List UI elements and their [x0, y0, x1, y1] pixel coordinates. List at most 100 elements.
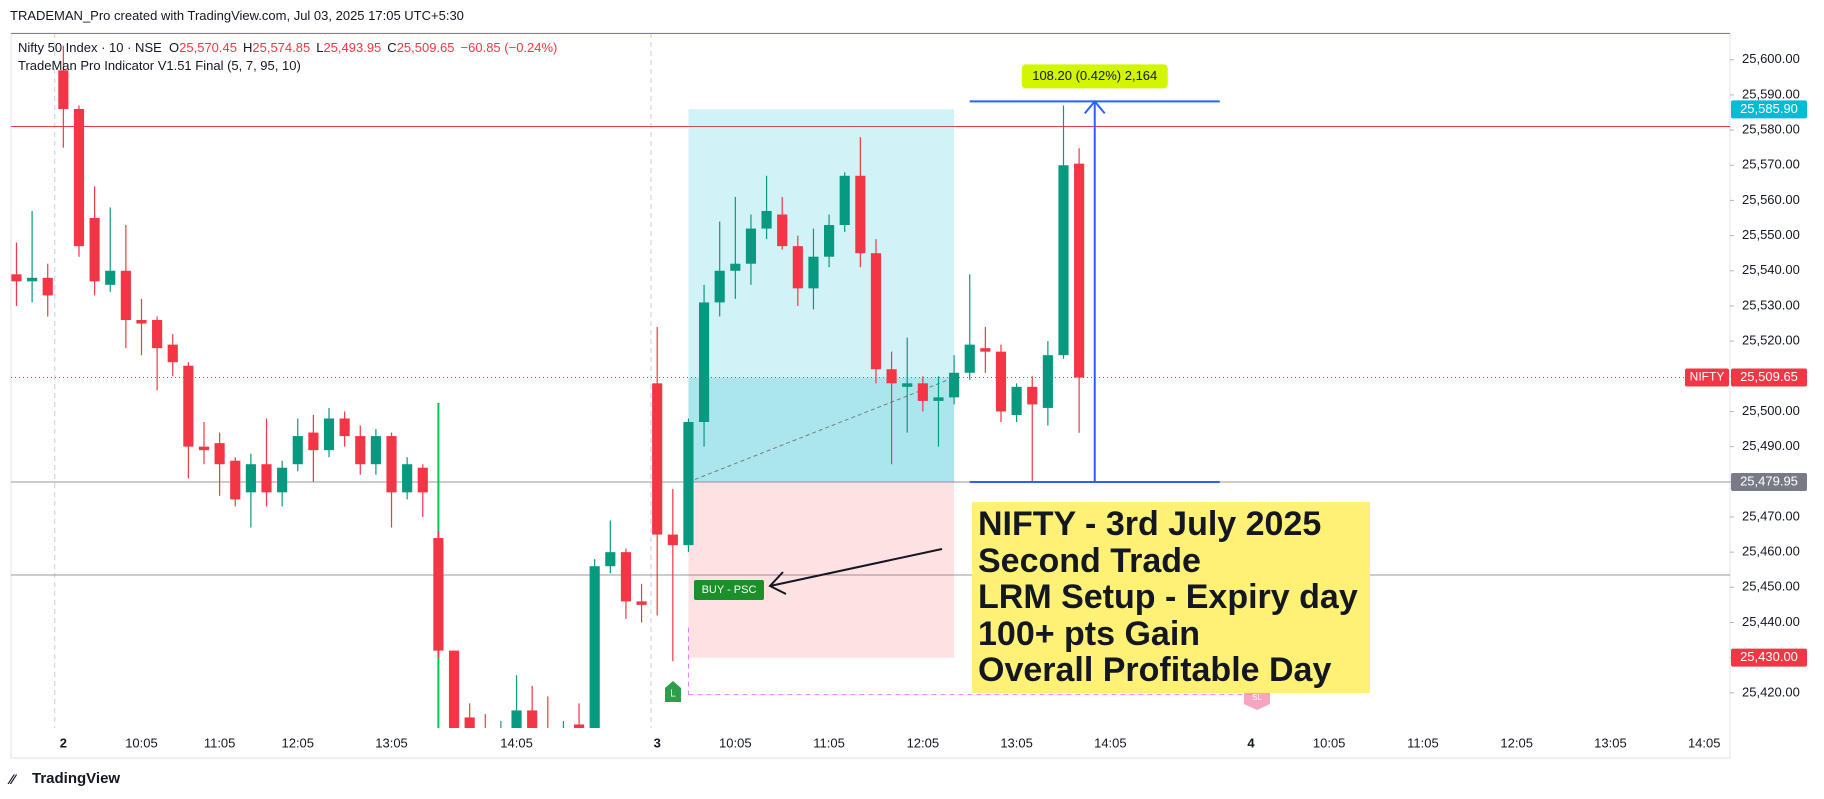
y-tick-label: 25,600.00 [1742, 51, 1800, 66]
candle-body [1042, 355, 1053, 408]
ohlc-value: 25,574.85 [252, 40, 311, 55]
candle-body [370, 436, 381, 465]
candle-body [323, 418, 335, 451]
candle-body [183, 365, 194, 447]
y-tick-label: 25,470.00 [1742, 508, 1800, 523]
legend: Nifty 50 Index · 10 · NSE O25,570.45 H25,… [18, 40, 563, 55]
candle-body [277, 467, 288, 493]
candle-body [27, 277, 38, 282]
candle-body [683, 422, 694, 546]
candle-body [89, 218, 100, 282]
x-tick-label: 2 [60, 735, 67, 750]
candle-body [652, 383, 663, 535]
ohlc-value: 25,509.65 [396, 40, 455, 55]
candle-body [620, 552, 632, 602]
x-tick-label: 10:05 [1313, 735, 1346, 750]
candle-body [730, 263, 741, 271]
candle-body [417, 467, 428, 493]
candle-body [527, 710, 538, 728]
price-label-bg [1731, 368, 1807, 387]
candle-body [464, 717, 475, 728]
arrow-head [1083, 99, 1106, 115]
plot-area [11, 33, 1730, 746]
y-tick-label: 25,440.00 [1742, 614, 1800, 629]
candle-body [761, 210, 772, 229]
buy-label: BUY - PSC [702, 584, 757, 596]
annotation-line: NIFTY - 3rd July 2025 [978, 505, 1322, 543]
candle-body [1074, 163, 1085, 378]
candle-body [339, 418, 350, 437]
annotation-line: 100+ pts Gain [978, 614, 1201, 653]
x-tick-label: 10:05 [719, 735, 752, 750]
x-tick-label: 11:05 [1407, 735, 1439, 750]
candle-body [777, 214, 788, 247]
measure-label-bg [1021, 64, 1168, 89]
candle-body [167, 344, 178, 363]
candle-body [433, 538, 444, 651]
candle-body [917, 383, 928, 401]
x-tick-label: 11:05 [204, 735, 236, 750]
x-tick-label: 12:05 [281, 735, 314, 750]
price-label: 25,430.00 [1740, 649, 1798, 664]
candle-body [308, 432, 319, 451]
ohlc-key: L [316, 40, 324, 55]
stop-zone [688, 481, 955, 658]
candle-body [902, 383, 913, 387]
y-tick-label: 25,590.00 [1742, 86, 1800, 101]
x-tick-label: 3 [654, 735, 661, 750]
candle-body [1058, 165, 1069, 356]
candle-body [980, 348, 991, 352]
overlay: 25,420.00 25,430.00 25,440.00 25,450.00 25,4… [60, 51, 1807, 750]
candle-body [11, 274, 22, 282]
x-tick-label: 14:05 [1688, 735, 1721, 750]
x-tick-label: 13:05 [375, 735, 408, 750]
candle-body [824, 225, 835, 257]
candle-body [714, 270, 725, 303]
candle-body [496, 728, 506, 735]
candle-body [886, 369, 897, 384]
candle-body [214, 443, 225, 465]
x-tick-label: 10:05 [125, 735, 158, 750]
y-tick-label: 25,570.00 [1742, 157, 1800, 172]
candle-body [995, 351, 1007, 412]
candle-body [152, 320, 163, 349]
y-tick-label: 25,550.00 [1742, 227, 1800, 242]
ohlc-value: 25,493.95 [323, 40, 382, 55]
y-tick-label: 25,580.00 [1742, 122, 1800, 137]
candle-body [558, 728, 568, 746]
candle-body [573, 724, 585, 728]
x-tick-label: 14:05 [1094, 735, 1127, 750]
y-tick-label: 25,500.00 [1742, 403, 1800, 418]
annotation-line: Overall Profitable Day [978, 651, 1332, 689]
y-tick-label: 25,560.00 [1742, 192, 1800, 207]
price-label: 25,479.95 [1740, 473, 1798, 488]
candle-body [949, 372, 960, 398]
candle-body [480, 728, 490, 735]
candle-body [73, 108, 85, 247]
x-tick-label: 12:05 [1500, 735, 1533, 750]
y-tick-label: 25,490.00 [1742, 438, 1800, 453]
candle-body [58, 70, 69, 109]
entry-marker-bg [665, 681, 681, 702]
annotation-line: LRM Setup - Expiry day [978, 578, 1358, 616]
price-tag: NIFTY [1690, 370, 1725, 384]
symbol: Nifty 50 Index · 10 · NSE [18, 40, 162, 55]
measure-label: 108.20 (0.42%) 2,164 [1032, 68, 1157, 83]
buy-arrow-head [768, 571, 787, 595]
y-tick-label: 25,420.00 [1742, 684, 1800, 699]
y-tick-label: 25,520.00 [1742, 333, 1800, 348]
candle-body [448, 650, 460, 728]
price-label: 25,585.90 [1740, 101, 1798, 116]
candle-body [245, 464, 256, 493]
price-label-bg [1731, 472, 1807, 491]
annotation: NIFTY - 3rd July 2025 Second Trade LRM Set… [972, 502, 1370, 693]
candle-body [745, 228, 757, 264]
candle-body [933, 397, 944, 401]
candle-body [402, 464, 413, 493]
price-label: 25,509.65 [1740, 369, 1798, 384]
candle-body [105, 270, 116, 285]
stop-marker: SL [1252, 693, 1262, 702]
x-tick-label: 13:05 [1000, 735, 1033, 750]
price-tag-bg [1685, 368, 1729, 387]
candle-body [698, 302, 710, 423]
